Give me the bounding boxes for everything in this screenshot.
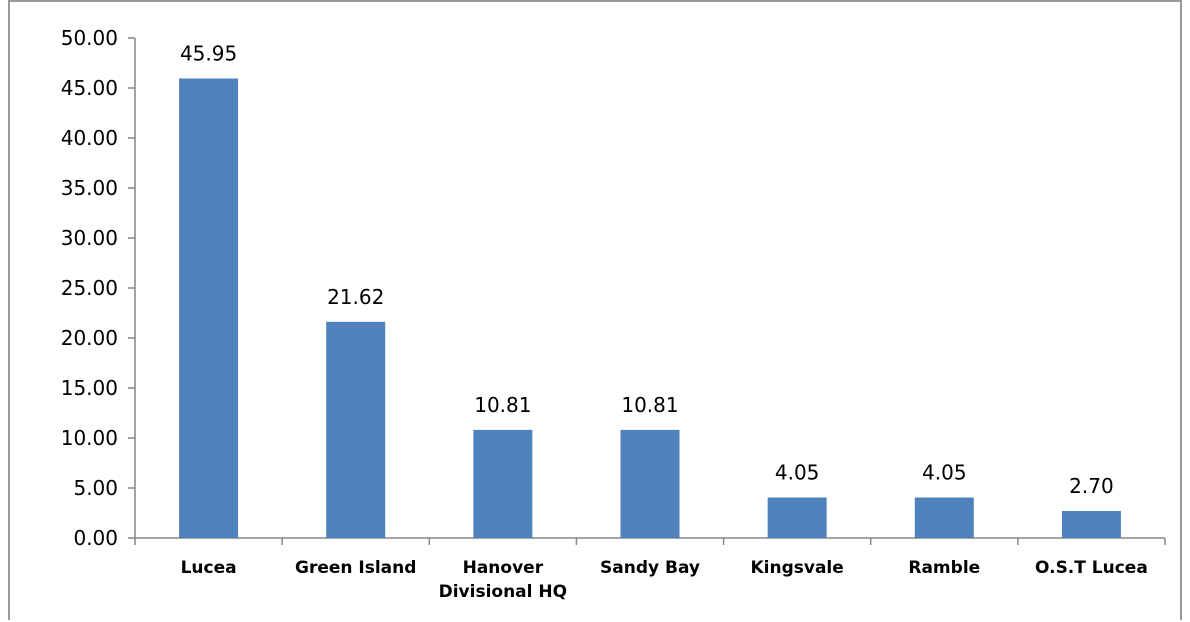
data-label: 10.81 bbox=[474, 393, 531, 417]
y-tick-label: 50.00 bbox=[61, 26, 118, 50]
x-tick-label-line: Sandy Bay bbox=[600, 558, 700, 578]
y-tick-label: 35.00 bbox=[61, 176, 118, 200]
x-tick-label: Green Island bbox=[295, 558, 416, 578]
y-tick-label: 45.00 bbox=[61, 76, 118, 100]
data-label: 21.62 bbox=[327, 285, 384, 309]
bar bbox=[620, 429, 680, 538]
y-tick-label: 25.00 bbox=[61, 276, 118, 300]
y-tick-label: 20.00 bbox=[61, 326, 118, 350]
bar bbox=[473, 429, 533, 538]
bar bbox=[326, 321, 386, 538]
y-tick-label: 15.00 bbox=[61, 376, 118, 400]
x-tick-label-line: Kingsvale bbox=[750, 558, 843, 578]
x-tick-label: Ramble bbox=[908, 558, 980, 578]
x-tick-label-line: Ramble bbox=[908, 558, 980, 578]
y-tick-label: 40.00 bbox=[61, 126, 118, 150]
y-tick-label: 0.00 bbox=[73, 526, 118, 550]
data-label: 10.81 bbox=[621, 393, 678, 417]
data-label: 4.05 bbox=[775, 461, 820, 485]
x-tick-label-line: O.S.T Lucea bbox=[1035, 558, 1148, 578]
x-tick-label: Lucea bbox=[181, 558, 237, 578]
x-tick-label-line: Divisional HQ bbox=[439, 582, 567, 602]
y-tick-label: 5.00 bbox=[73, 476, 118, 500]
data-label: 4.05 bbox=[922, 461, 967, 485]
bar bbox=[1061, 511, 1121, 538]
data-label: 2.70 bbox=[1069, 474, 1114, 498]
data-label: 45.95 bbox=[180, 42, 237, 66]
x-tick-label: O.S.T Lucea bbox=[1035, 558, 1148, 578]
x-tick-label-line: Lucea bbox=[181, 558, 237, 578]
bar bbox=[914, 497, 974, 538]
x-tick-label: Sandy Bay bbox=[600, 558, 700, 578]
x-tick-label-line: Green Island bbox=[295, 558, 416, 578]
x-tick-label: Hanover Divisional HQ bbox=[439, 558, 567, 602]
x-tick-label-line: Hanover bbox=[463, 558, 544, 578]
x-tick-label: Kingsvale bbox=[750, 558, 843, 578]
y-tick-label: 30.00 bbox=[61, 226, 118, 250]
chart-frame bbox=[8, 0, 1182, 620]
bar bbox=[767, 497, 827, 538]
y-tick-label: 10.00 bbox=[61, 426, 118, 450]
bar bbox=[179, 78, 239, 538]
